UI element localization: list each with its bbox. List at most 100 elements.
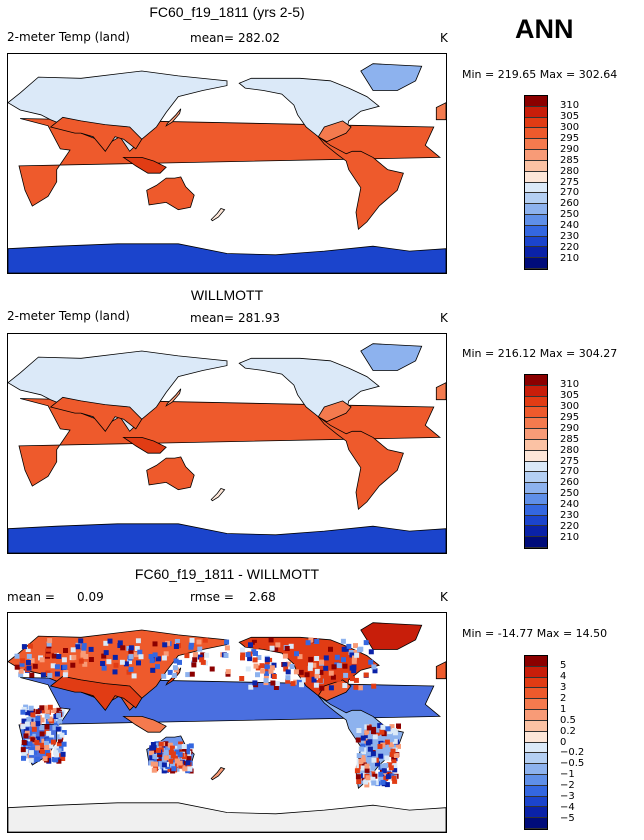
difference-cell xyxy=(368,659,374,665)
difference-cell xyxy=(388,765,394,771)
difference-cell xyxy=(383,776,389,781)
difference-cell xyxy=(126,646,132,651)
difference-cell xyxy=(188,743,194,749)
panel-2-map xyxy=(7,333,447,554)
difference-cell xyxy=(150,742,156,747)
difference-cell xyxy=(25,710,31,716)
panel-3-mean-value: 0.09 xyxy=(77,590,104,604)
difference-cell xyxy=(39,705,45,711)
difference-cell xyxy=(171,673,177,678)
difference-cell xyxy=(341,657,346,663)
difference-cell xyxy=(271,662,277,668)
difference-cell xyxy=(177,659,182,665)
difference-cell xyxy=(20,724,26,730)
colorbar-swatch xyxy=(525,160,547,172)
difference-cell xyxy=(224,645,230,651)
difference-cell xyxy=(25,647,31,652)
colorbar-tick-label: 4 xyxy=(560,670,567,682)
difference-cell xyxy=(174,749,180,755)
colorbar-tick-label: 280 xyxy=(560,444,580,456)
difference-cell xyxy=(21,707,27,712)
difference-cell xyxy=(371,683,377,689)
difference-cell xyxy=(239,676,245,681)
colorbar-swatch xyxy=(525,214,547,226)
difference-cell xyxy=(172,763,178,768)
difference-cell xyxy=(169,745,175,751)
difference-cell xyxy=(304,672,310,678)
difference-cell xyxy=(62,664,68,670)
difference-cell xyxy=(54,752,60,758)
difference-cell xyxy=(27,643,33,649)
difference-cell xyxy=(50,663,56,669)
colorbar-swatch xyxy=(525,247,547,259)
difference-cell xyxy=(152,754,158,760)
difference-cell xyxy=(182,766,188,772)
difference-cell xyxy=(152,641,158,647)
difference-cell xyxy=(170,751,176,757)
difference-cell xyxy=(252,657,258,663)
difference-cell xyxy=(156,656,161,662)
difference-cell xyxy=(56,742,62,748)
difference-cell xyxy=(131,673,137,679)
colorbar-tick-label: 275 xyxy=(560,455,580,467)
difference-cell xyxy=(371,731,376,737)
difference-cell xyxy=(255,672,260,678)
difference-cell xyxy=(305,640,311,646)
difference-cell xyxy=(363,672,369,678)
difference-cell xyxy=(346,643,352,649)
difference-cell xyxy=(386,762,392,768)
difference-cell xyxy=(358,758,364,764)
panel-2-min-label: Min = xyxy=(462,347,495,360)
difference-cell xyxy=(136,660,141,666)
colorbar-swatch xyxy=(525,418,547,430)
difference-cell xyxy=(51,708,57,713)
difference-cell xyxy=(268,637,274,643)
difference-cell xyxy=(319,659,325,665)
difference-cell xyxy=(63,648,68,653)
colorbar-swatch xyxy=(525,236,547,248)
difference-cell xyxy=(35,709,41,715)
colorbar-swatch xyxy=(525,258,547,269)
south-asia-region xyxy=(49,396,143,432)
difference-cell xyxy=(80,652,86,658)
difference-cell xyxy=(381,768,387,774)
colorbar-swatch xyxy=(525,450,547,462)
difference-cell xyxy=(363,640,369,646)
difference-cell xyxy=(300,677,306,683)
difference-cell xyxy=(174,639,180,644)
difference-cell xyxy=(34,740,40,745)
difference-cell xyxy=(135,638,141,644)
difference-cell xyxy=(167,742,173,748)
difference-cell xyxy=(245,666,251,672)
colorbar-tick-label: −2 xyxy=(560,780,575,792)
difference-cell xyxy=(389,752,395,758)
difference-cell xyxy=(39,748,45,754)
difference-cell xyxy=(80,650,86,655)
colorbar-tick-label: −3 xyxy=(560,791,575,803)
difference-cell xyxy=(367,746,373,752)
difference-cell xyxy=(351,668,357,674)
colorbar-tick-label: 290 xyxy=(560,143,580,155)
difference-cell xyxy=(158,741,164,747)
difference-cell xyxy=(286,651,292,657)
difference-cell xyxy=(352,655,357,661)
difference-cell xyxy=(317,678,323,683)
difference-cell xyxy=(81,645,87,651)
difference-cell xyxy=(32,749,37,755)
difference-cell xyxy=(264,664,270,669)
difference-cell xyxy=(391,775,397,781)
difference-cell xyxy=(24,730,30,736)
difference-cell xyxy=(197,646,203,652)
difference-cell xyxy=(21,644,27,650)
colorbar-swatch xyxy=(525,526,547,538)
difference-cell xyxy=(41,708,47,714)
difference-cell xyxy=(53,721,59,726)
difference-cell xyxy=(46,730,52,736)
difference-cell xyxy=(269,665,275,671)
difference-cell xyxy=(368,649,374,655)
difference-cell xyxy=(150,667,156,673)
colorbar-tick-label: 230 xyxy=(560,510,580,522)
difference-cell xyxy=(151,745,157,751)
iberia-edge xyxy=(435,382,446,401)
colorbar-swatch xyxy=(525,225,547,237)
